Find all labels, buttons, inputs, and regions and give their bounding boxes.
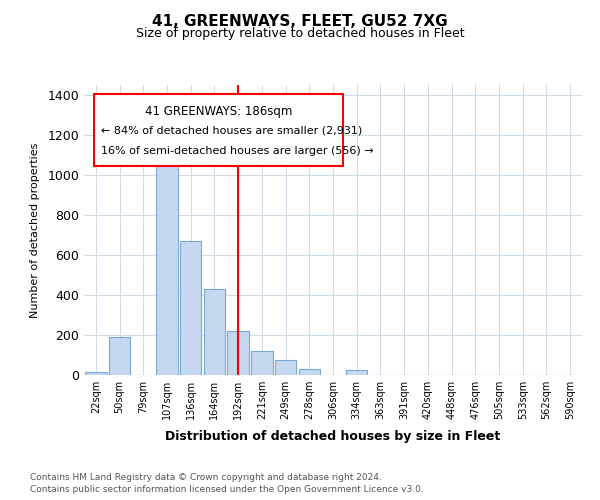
Y-axis label: Number of detached properties: Number of detached properties bbox=[31, 142, 40, 318]
Text: Contains public sector information licensed under the Open Government Licence v3: Contains public sector information licen… bbox=[30, 485, 424, 494]
FancyBboxPatch shape bbox=[94, 94, 343, 166]
Text: 41 GREENWAYS: 186sqm: 41 GREENWAYS: 186sqm bbox=[145, 106, 292, 118]
Bar bbox=[157, 155, 178, 375]
Text: 16% of semi-detached houses are larger (556) →: 16% of semi-detached houses are larger (… bbox=[101, 146, 374, 156]
X-axis label: Distribution of detached houses by size in Fleet: Distribution of detached houses by size … bbox=[166, 430, 500, 444]
Bar bbox=[275, 360, 296, 375]
Bar bbox=[204, 289, 225, 375]
Bar bbox=[299, 369, 320, 375]
Bar bbox=[85, 372, 107, 375]
Bar bbox=[227, 331, 249, 375]
Text: Size of property relative to detached houses in Fleet: Size of property relative to detached ho… bbox=[136, 28, 464, 40]
Bar bbox=[251, 351, 272, 375]
Bar bbox=[180, 241, 202, 375]
Text: 41, GREENWAYS, FLEET, GU52 7XG: 41, GREENWAYS, FLEET, GU52 7XG bbox=[152, 14, 448, 29]
Bar bbox=[346, 370, 367, 375]
Text: Contains HM Land Registry data © Crown copyright and database right 2024.: Contains HM Land Registry data © Crown c… bbox=[30, 472, 382, 482]
Text: ← 84% of detached houses are smaller (2,931): ← 84% of detached houses are smaller (2,… bbox=[101, 126, 362, 136]
Bar bbox=[109, 337, 130, 375]
